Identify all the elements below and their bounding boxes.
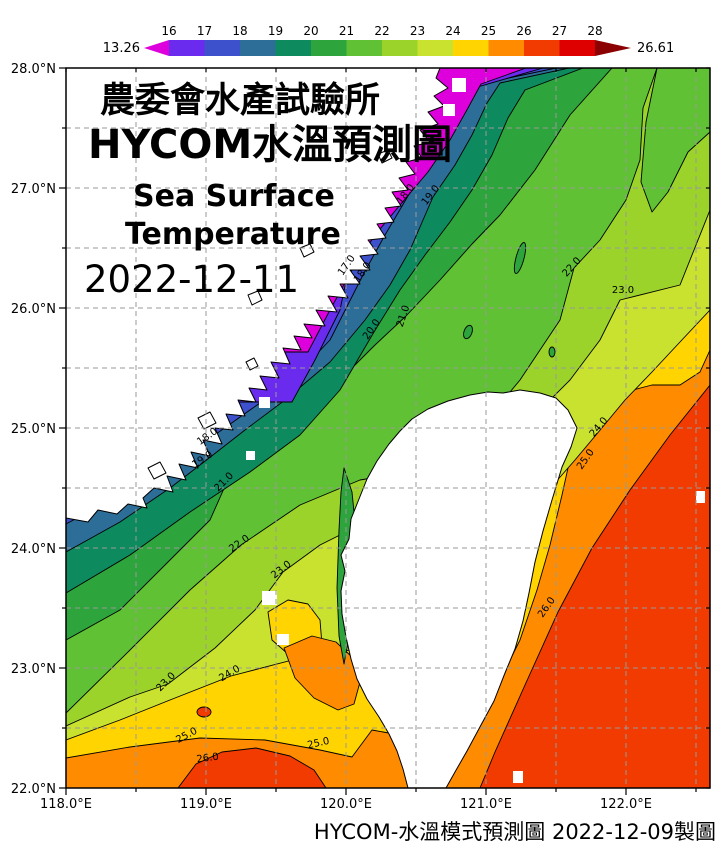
colorbar-tick-label: 19 — [268, 24, 283, 38]
title-en-line2: Temperature — [125, 217, 341, 252]
lat-label: 26.0°N — [11, 302, 56, 317]
colorbar-tick-label: 23 — [410, 24, 425, 38]
lon-label: 121.0°E — [460, 797, 512, 812]
colorbar-max-label: 26.61 — [637, 41, 674, 56]
contour-label: 26.0 — [196, 752, 220, 766]
colorbar-segment — [275, 40, 311, 56]
colorbar-segment — [453, 40, 489, 56]
warm-pocket-orange-sw-taiwan — [283, 635, 361, 711]
colorbar-tick-label: 20 — [303, 24, 318, 38]
colorbar-tick-label: 21 — [339, 24, 354, 38]
coastal-islet — [247, 290, 263, 306]
coastal-islet — [377, 149, 393, 164]
lat-label: 27.0°N — [11, 182, 56, 197]
colorbar-segment — [382, 40, 418, 56]
warm-spot-26 — [196, 706, 212, 718]
colorbar-tick-label: 27 — [552, 24, 567, 38]
colorbar-segment — [311, 40, 347, 56]
forecast-date: 2022-12-11 — [84, 258, 299, 301]
title-zh-line1: 農委會水產試驗所 — [100, 80, 380, 121]
colorbar-tick-labels: 16 17 18 19 20 21 22 23 24 25 26 27 28 — [161, 24, 602, 38]
missing-data-cells — [246, 78, 705, 783]
title-zh-line2: HYCOM水溫預測圖 — [88, 122, 452, 168]
map-field — [66, 68, 710, 788]
colorbar-tick-label: 17 — [197, 24, 212, 38]
lat-label: 28.0°N — [11, 62, 56, 77]
axis-ticks — [59, 67, 710, 795]
colorbar-tick-label: 28 — [587, 24, 602, 38]
colorbar-segment — [559, 40, 595, 56]
colorbar-tick-label: 24 — [445, 24, 460, 38]
colorbar-over-arrow — [595, 40, 631, 56]
colorbar-segment — [346, 40, 382, 56]
colorbar-tick-label: 22 — [374, 24, 389, 38]
lat-label: 22.0°N — [11, 782, 56, 797]
colorbar-tick-label: 26 — [516, 24, 531, 38]
colorbar-segments — [169, 40, 595, 56]
lon-label: 120.0°E — [320, 797, 372, 812]
colorbar-under-arrow — [144, 40, 169, 56]
lon-label: 118.0°E — [40, 797, 92, 812]
closed-contour-sliver — [463, 324, 473, 340]
colorbar: 13.26 26.61 16 17 18 19 20 21 22 23 24 25 26 27 28 — [103, 24, 674, 56]
colorbar-segment — [417, 40, 453, 56]
closed-contour-sliver — [513, 242, 527, 274]
colorbar-tick-label: 16 — [161, 24, 176, 38]
title-en-line1: Sea Surface — [133, 179, 335, 214]
footer-caption: HYCOM-水溫模式預測圖 2022-12-09製圖 — [314, 820, 716, 844]
coastal-islet — [299, 243, 315, 258]
lat-label: 25.0°N — [11, 422, 56, 437]
colorbar-min-label: 13.26 — [103, 41, 140, 56]
axis-labels: 28.0°N 27.0°N 26.0°N 25.0°N 24.0°N 23.0°N 22.0… — [11, 62, 652, 812]
colorbar-tick-label: 25 — [481, 24, 496, 38]
colorbar-segment — [524, 40, 560, 56]
lon-label: 122.0°E — [600, 797, 652, 812]
coastal-islet — [147, 461, 167, 480]
contour-label: 25.0 — [306, 736, 330, 751]
lat-label: 23.0°N — [11, 662, 56, 677]
map-titles: 農委會水產試驗所 HYCOM水溫預測圖 Sea Surface Temperat… — [84, 80, 452, 301]
contour-label: 23.0 — [612, 285, 634, 296]
warm-pocket-26-bottom — [177, 747, 327, 788]
colorbar-tick-label: 18 — [232, 24, 247, 38]
colorbar-segment — [488, 40, 524, 56]
colorbar-segment — [169, 40, 205, 56]
colorbar-segment — [240, 40, 276, 56]
lat-label: 24.0°N — [11, 542, 56, 557]
closed-contour-sliver — [548, 346, 556, 358]
graticule — [66, 68, 710, 788]
taiwan-island — [340, 389, 578, 788]
coastal-islet — [245, 357, 259, 371]
warm-tongue-ne-corner — [640, 68, 710, 213]
lon-label: 119.0°E — [180, 797, 232, 812]
colorbar-segment — [204, 40, 240, 56]
